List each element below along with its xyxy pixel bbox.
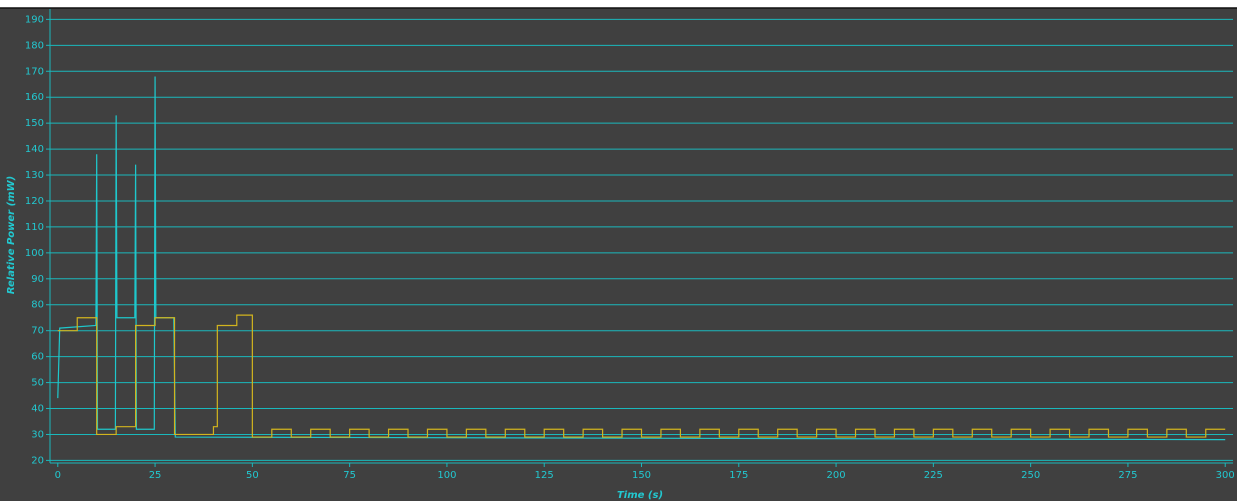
y-tick-label: 130 <box>25 170 44 181</box>
y-axis-title: Relative Power (mW) <box>6 176 17 294</box>
x-tick-label: 300 <box>1216 470 1235 481</box>
x-tick-label: 275 <box>1118 470 1137 481</box>
x-tick-label: 175 <box>729 470 748 481</box>
x-tick-label: 50 <box>246 470 259 481</box>
x-tick-label: 75 <box>343 470 356 481</box>
x-tick-label: 100 <box>437 470 456 481</box>
x-tick-label: 150 <box>632 470 651 481</box>
y-tick-label: 140 <box>25 144 44 155</box>
y-tick-label: 100 <box>25 248 44 259</box>
x-tick-label: 250 <box>1021 470 1040 481</box>
y-tick-label: 30 <box>31 429 44 440</box>
y-tick-label: 180 <box>25 40 44 51</box>
y-tick-label: 70 <box>31 326 44 337</box>
y-tick-label: 170 <box>25 66 44 77</box>
x-tick-label: 25 <box>149 470 162 481</box>
x-tick-label: 200 <box>827 470 846 481</box>
chart-background <box>0 8 1237 501</box>
y-tick-label: 110 <box>25 222 44 233</box>
y-tick-label: 50 <box>31 378 44 389</box>
y-tick-label: 80 <box>31 300 44 311</box>
y-tick-label: 20 <box>31 455 44 466</box>
y-tick-label: 60 <box>31 352 44 363</box>
y-tick-label: 120 <box>25 196 44 207</box>
y-tick-label: 150 <box>25 118 44 129</box>
x-tick-label: 0 <box>55 470 61 481</box>
y-tick-label: 40 <box>31 404 44 415</box>
series-line <box>57 314 1226 438</box>
y-tick-label: 160 <box>25 92 44 103</box>
x-tick-label: 125 <box>535 470 554 481</box>
x-tick-label: 225 <box>924 470 943 481</box>
x-axis-title: Time (s) <box>617 490 663 501</box>
y-tick-label: 90 <box>31 274 44 285</box>
y-tick-label: 190 <box>25 14 44 25</box>
